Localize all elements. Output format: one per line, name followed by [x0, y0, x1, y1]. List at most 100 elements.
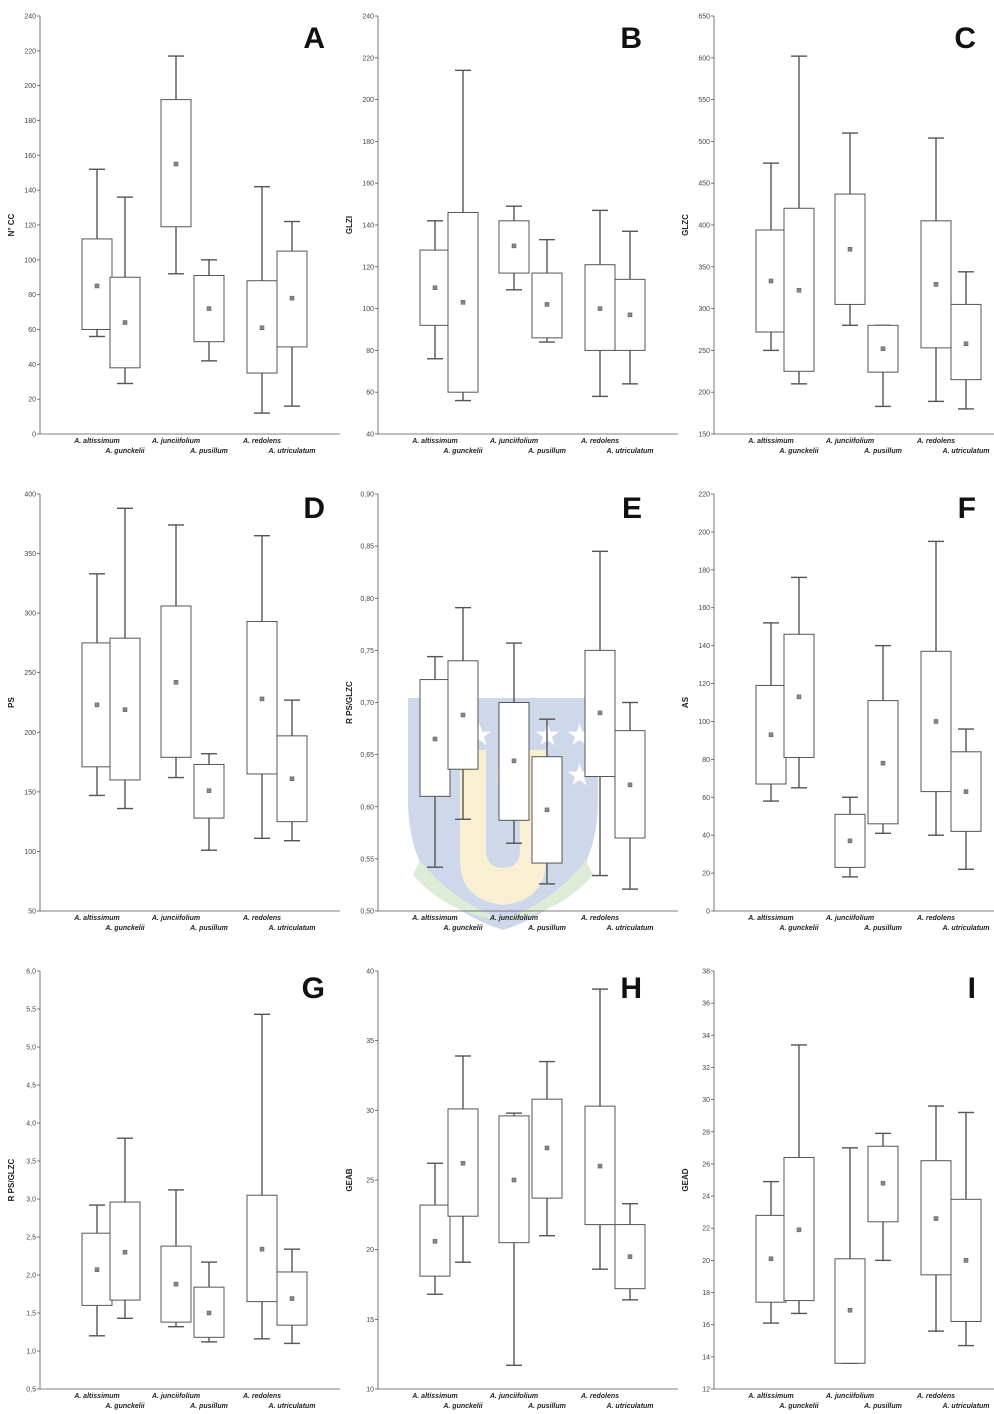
y-axis-label: AS	[681, 696, 690, 708]
box-center-point	[289, 776, 295, 782]
y-tick-label: 1,5	[26, 1311, 36, 1318]
box-center-point	[768, 732, 774, 737]
box-center-point	[94, 1267, 100, 1272]
box-center-point	[768, 1256, 774, 1262]
y-tick-label: 40	[366, 432, 374, 439]
box-center-point	[206, 1310, 212, 1316]
y-tick-label: 0,80	[360, 596, 374, 603]
category-label: A. altissimum	[73, 438, 120, 445]
box-center-point	[847, 246, 853, 252]
y-tick-label: 26	[702, 1161, 710, 1168]
category-label: A. gunckelii	[104, 1403, 145, 1410]
panel-e: 0,50 0,55 0,60 0,65 0,70 0,75 0,80 0,85 0,90 R PS…	[345, 492, 678, 932]
y-tick-label: 650	[698, 14, 710, 21]
panel-label: G	[302, 972, 325, 1005]
y-tick-label: 4,5	[26, 1083, 36, 1090]
panel-label: B	[620, 22, 642, 55]
y-tick-label: 150	[698, 432, 710, 439]
y-tick-label: 180	[24, 118, 36, 125]
y-tick-label: 120	[362, 264, 374, 271]
box-6	[950, 271, 982, 410]
panel-label: A	[303, 22, 325, 55]
y-tick-label: 250	[698, 348, 710, 355]
category-label: A. utriculatum	[605, 448, 653, 455]
y-tick-label: 0,70	[360, 700, 374, 707]
box-3	[498, 1112, 530, 1367]
y-tick-label: 20	[28, 397, 36, 404]
box-center-point	[796, 1227, 802, 1233]
y-tick-label: 140	[362, 223, 374, 230]
category-label: A. utriculatum	[605, 925, 653, 932]
panel-label: I	[968, 972, 976, 1005]
category-label: A. gunckelii	[442, 1403, 483, 1410]
box-4	[193, 753, 225, 851]
box-6	[950, 1111, 982, 1347]
y-tick-label: 220	[698, 492, 710, 499]
panel-g: 0,5 1,0 1,5 2,0 2,5 3,0 3,5 4,0 4,5 5,0 5,5 6,0 R PS…	[7, 969, 340, 1410]
category-label: A. utriculatum	[267, 448, 315, 455]
y-axis-label: R PS/GLZC	[345, 681, 354, 724]
category-label: A. redolens	[916, 1393, 955, 1400]
y-tick-label: 80	[28, 292, 36, 299]
box-5	[584, 550, 616, 877]
y-tick-label: 3,5	[26, 1159, 36, 1166]
y-tick-label: 22	[702, 1226, 710, 1233]
y-tick-label: 240	[362, 14, 374, 21]
y-tick-label: 0,85	[360, 544, 374, 551]
category-label: A. junciifolium	[151, 1393, 200, 1400]
y-tick-label: 0,55	[360, 856, 374, 863]
y-axis-label: PS	[7, 697, 16, 708]
box-center-point	[460, 1161, 466, 1166]
y-tick-label: 240	[24, 14, 36, 21]
y-tick-label: 0,50	[360, 909, 374, 916]
box-center-point	[259, 696, 265, 702]
category-label: A. redolens	[242, 1393, 281, 1400]
box-center-point	[627, 312, 633, 318]
box-center-point	[933, 1216, 939, 1221]
box-center-point	[544, 302, 550, 307]
box-4	[531, 1060, 563, 1237]
box-4	[867, 324, 899, 408]
category-label: A. junciifolium	[489, 915, 538, 922]
category-label: A. junciifolium	[151, 915, 200, 922]
category-label: A. altissimum	[411, 915, 458, 922]
box-1	[755, 162, 787, 352]
category-label: A. gunckelii	[778, 448, 819, 455]
box-center-point	[259, 1246, 265, 1252]
box-center-point	[880, 346, 886, 351]
box-6	[276, 220, 308, 407]
y-tick-label: 100	[698, 719, 710, 726]
box-center-point	[511, 1177, 517, 1183]
box-center-point	[847, 1307, 853, 1313]
y-axis-label: N° CC	[7, 213, 16, 236]
y-tick-label: 25	[366, 1178, 374, 1185]
box-center-point	[511, 758, 517, 764]
category-label: A. altissimum	[411, 438, 458, 445]
y-tick-label: 18	[702, 1290, 710, 1297]
category-label: A. redolens	[916, 438, 955, 445]
category-label: A. altissimum	[747, 1393, 794, 1400]
y-tick-label: 16	[702, 1322, 710, 1329]
y-tick-label: 2,5	[26, 1235, 36, 1242]
category-label: A. pusillum	[863, 1403, 902, 1410]
box-center-point	[597, 1163, 603, 1169]
box-2	[447, 1055, 479, 1263]
box-center-point	[432, 736, 438, 742]
box-center-point	[206, 306, 212, 311]
y-tick-label: 32	[702, 1065, 710, 1072]
box-4	[867, 644, 899, 834]
box-3	[834, 796, 866, 878]
box-2	[109, 507, 141, 810]
box-1	[419, 1162, 451, 1295]
y-tick-label: 15	[366, 1317, 374, 1324]
category-label: A. utriculatum	[941, 448, 989, 455]
box-6	[614, 701, 646, 890]
box-iqr	[867, 700, 899, 825]
panel-c: 150 200 250 300 350 400 450 500 550 600 650 GLZC C A.…	[681, 14, 994, 455]
box-center-point	[796, 694, 802, 700]
box-iqr	[950, 303, 982, 381]
panel-label: C	[954, 22, 976, 55]
box-center-point	[847, 838, 853, 844]
panel-h: 10 15 20 25 30 35 40 GEAB H A. altissimum A. gunck…	[345, 969, 678, 1410]
y-tick-label: 5,0	[26, 1045, 36, 1052]
